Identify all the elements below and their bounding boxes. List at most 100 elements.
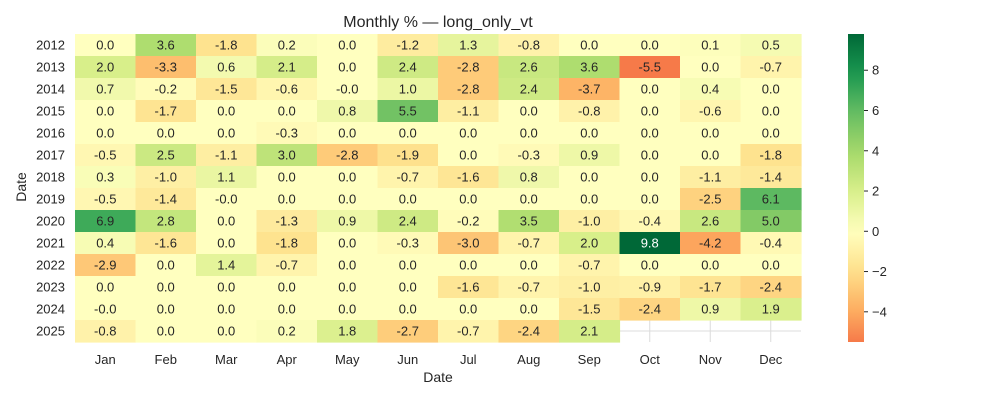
cell-value-label: -0.7	[760, 60, 782, 75]
heatmap-cell	[619, 188, 681, 211]
cell-value-label: 0.8	[520, 170, 538, 185]
cell-value-label: -1.1	[457, 104, 479, 119]
cell-value-label: -1.8	[760, 148, 782, 163]
cell-value-label: 0.0	[701, 258, 719, 273]
cell-value-label: 0.0	[338, 302, 356, 317]
heatmap-cell	[680, 34, 742, 57]
heatmap-cell	[75, 34, 137, 57]
cell-value-label: 0.0	[96, 38, 114, 53]
heatmap-cell	[196, 122, 258, 145]
heatmap-cell	[75, 276, 137, 299]
heatmap-cell	[256, 144, 318, 167]
cell-value-label: 0.0	[338, 258, 356, 273]
heatmap-cell	[135, 188, 197, 211]
cell-value-label: 0.0	[580, 38, 598, 53]
heatmap-cell	[438, 78, 500, 101]
heatmap-cell	[256, 122, 318, 145]
heatmap-cell	[619, 144, 681, 167]
cell-value-label: 0.0	[641, 38, 659, 53]
heatmap-cell	[317, 166, 379, 189]
y-tick-label: 2014	[36, 82, 65, 97]
y-tick-label: 2024	[36, 302, 65, 317]
y-tick-label: 2016	[36, 126, 65, 141]
cell-value-label: -1.1	[215, 148, 237, 163]
heatmap-cell	[377, 122, 439, 145]
cell-value-label: 1.4	[217, 258, 235, 273]
cell-value-label: -2.8	[457, 60, 479, 75]
heatmap-cell	[196, 144, 258, 167]
cell-value-label: -1.0	[578, 214, 600, 229]
cell-value-label: 0.0	[520, 302, 538, 317]
heatmap-cell	[135, 34, 197, 57]
heatmap-cell	[498, 100, 560, 123]
cell-value-label: -2.8	[336, 148, 358, 163]
cell-value-label: -0.7	[578, 258, 600, 273]
cell-value-label: 0.0	[217, 324, 235, 339]
cell-value-label: 2.0	[580, 236, 598, 251]
cell-value-label: -3.3	[155, 60, 177, 75]
cell-value-label: -0.0	[336, 82, 358, 97]
y-tick-label: 2017	[36, 148, 65, 163]
heatmap-cell	[740, 56, 802, 79]
heatmap-cell	[498, 144, 560, 167]
heatmap-cell	[680, 210, 742, 233]
heatmap-cell	[740, 210, 802, 233]
cell-value-label: 0.0	[701, 126, 719, 141]
cell-value-label: 1.1	[217, 170, 235, 185]
cell-value-label: 9.8	[641, 236, 659, 251]
heatmap-cell	[317, 34, 379, 57]
x-tick-label: May	[335, 352, 360, 367]
cell-value-label: 0.0	[278, 170, 296, 185]
heatmap-cell	[438, 320, 500, 343]
cell-value-label: 0.0	[338, 60, 356, 75]
heatmap-cell	[498, 276, 560, 299]
heatmap-cell	[317, 298, 379, 321]
cell-value-label: 0.2	[278, 38, 296, 53]
cell-value-label: -2.4	[639, 302, 661, 317]
heatmap-cell	[377, 210, 439, 233]
cell-value-label: 0.0	[338, 38, 356, 53]
cell-value-label: 0.0	[96, 104, 114, 119]
cell-value-label: 0.0	[157, 324, 175, 339]
cell-value-label: 3.0	[278, 148, 296, 163]
heatmap-cell	[559, 254, 621, 277]
heatmap-cell	[680, 56, 742, 79]
heatmap-cell	[256, 210, 318, 233]
cell-value-label: 0.0	[520, 126, 538, 141]
y-axis-label: Date	[13, 172, 29, 202]
heatmap-cell	[377, 100, 439, 123]
heatmap-cell	[75, 78, 137, 101]
heatmap-cell	[740, 100, 802, 123]
heatmap-cell	[740, 254, 802, 277]
colorbar-tick-label: −2	[872, 264, 887, 279]
cell-value-label: 0.6	[217, 60, 235, 75]
heatmap-cell	[256, 100, 318, 123]
cell-value-label: -0.2	[155, 82, 177, 97]
cell-value-label: 0.2	[278, 324, 296, 339]
cell-value-label: 0.0	[96, 280, 114, 295]
cell-value-label: 0.0	[338, 192, 356, 207]
heatmap-cell	[196, 34, 258, 57]
cell-value-label: -3.7	[578, 82, 600, 97]
heatmap-cell	[75, 100, 137, 123]
heatmap-cell	[498, 188, 560, 211]
heatmap-cell	[619, 122, 681, 145]
cell-value-label: -0.9	[639, 280, 661, 295]
heatmap-cell	[559, 78, 621, 101]
heatmap-cell	[377, 232, 439, 255]
cell-value-label: 3.6	[580, 60, 598, 75]
cell-value-label: 2.5	[157, 148, 175, 163]
cell-value-label: 0.1	[701, 38, 719, 53]
heatmap-cell	[377, 298, 439, 321]
colorbar-ticks: 8 6 4 2 0 −2 −4	[864, 63, 887, 319]
cell-value-label: -1.8	[276, 236, 298, 251]
cell-value-label: -1.5	[215, 82, 237, 97]
heatmap-cell	[75, 298, 137, 321]
cell-value-label: 1.3	[459, 38, 477, 53]
heatmap-cell	[438, 210, 500, 233]
heatmap-cell	[438, 56, 500, 79]
heatmap-cell	[196, 78, 258, 101]
cell-value-label: 0.5	[762, 38, 780, 53]
cell-value-label: 2.4	[520, 82, 538, 97]
